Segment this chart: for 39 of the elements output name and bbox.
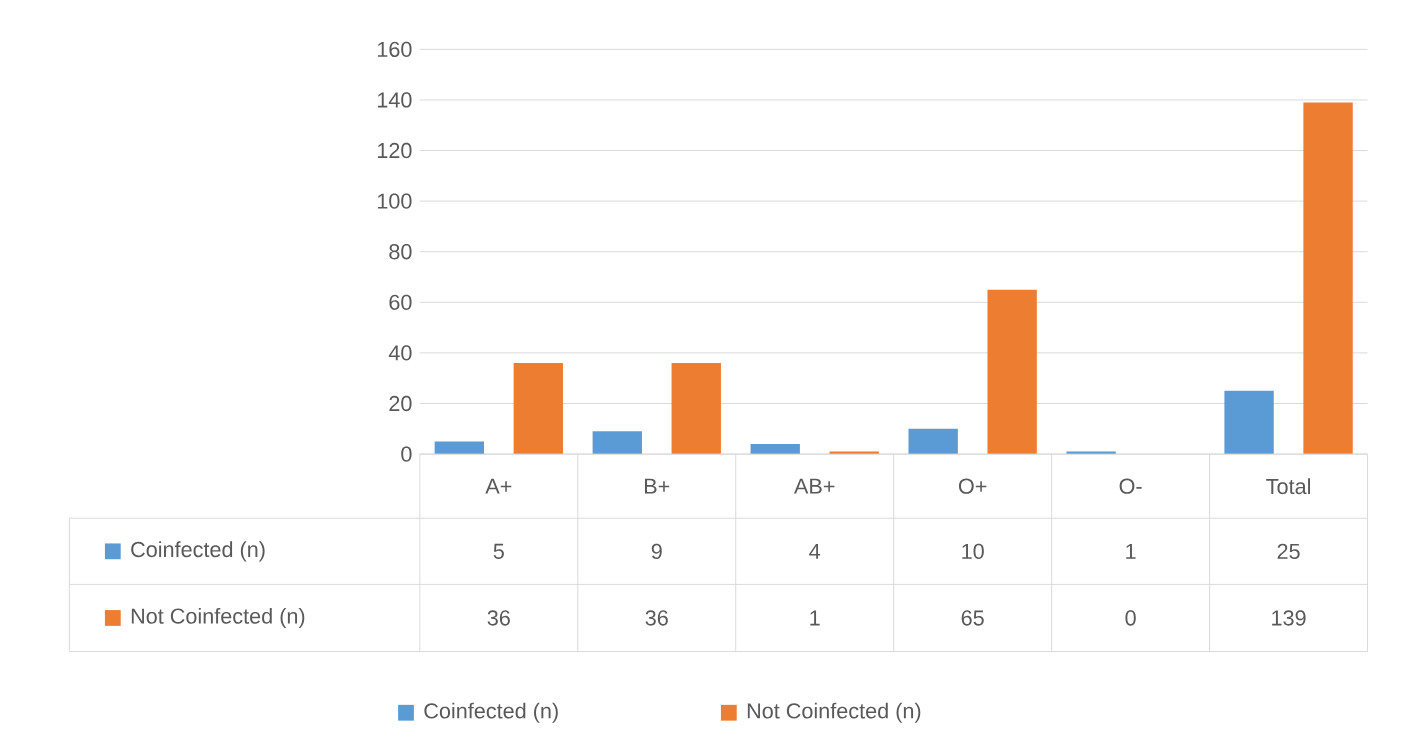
bar (908, 428, 958, 454)
y-tick-label: 160 (377, 41, 412, 57)
x-tick-label: AB+ (794, 478, 835, 494)
legend-label: Coinfected (n) (131, 541, 265, 562)
data-label: 10 (962, 543, 984, 559)
bar (987, 289, 1037, 454)
data-label: 1 (810, 610, 820, 626)
data-label: 9 (651, 543, 662, 559)
data-label: 139 (1272, 610, 1306, 626)
x-tick-label: O+ (958, 478, 987, 494)
data-label: 5 (493, 543, 504, 559)
y-tick-label: 140 (377, 92, 412, 108)
y-tick-label: 100 (377, 193, 412, 209)
y-tick-label: 60 (389, 294, 412, 310)
data-label: 0 (1125, 610, 1136, 626)
x-tick-label: A+ (485, 478, 512, 494)
data-label: 1 (1126, 543, 1136, 559)
data-label: 36 (645, 610, 668, 626)
bar (434, 441, 484, 454)
y-tick-label: 120 (377, 142, 412, 159)
x-tick-label: O- (1119, 478, 1142, 494)
y-tick-label: 80 (389, 243, 412, 260)
bar (1303, 102, 1353, 454)
y-tick-label: 40 (388, 345, 412, 361)
data-label: 25 (1277, 543, 1300, 559)
text: Coinfected (n) (424, 702, 558, 723)
data-label: 36 (487, 610, 510, 626)
y-tick-label: 20 (389, 395, 412, 412)
data-label: 4 (809, 543, 821, 559)
text: Not Coinfected (n) (131, 607, 305, 628)
data-label: 65 (961, 610, 984, 626)
bar (1224, 390, 1274, 454)
bar (671, 362, 721, 454)
x-tick-label: B+ (645, 478, 670, 494)
bar (592, 431, 642, 454)
x-tick-label: Total (1266, 478, 1310, 494)
y-tick-label: 0 (401, 446, 412, 462)
legend-label: Not Coinfected (n) (747, 702, 921, 723)
bar (513, 362, 563, 454)
